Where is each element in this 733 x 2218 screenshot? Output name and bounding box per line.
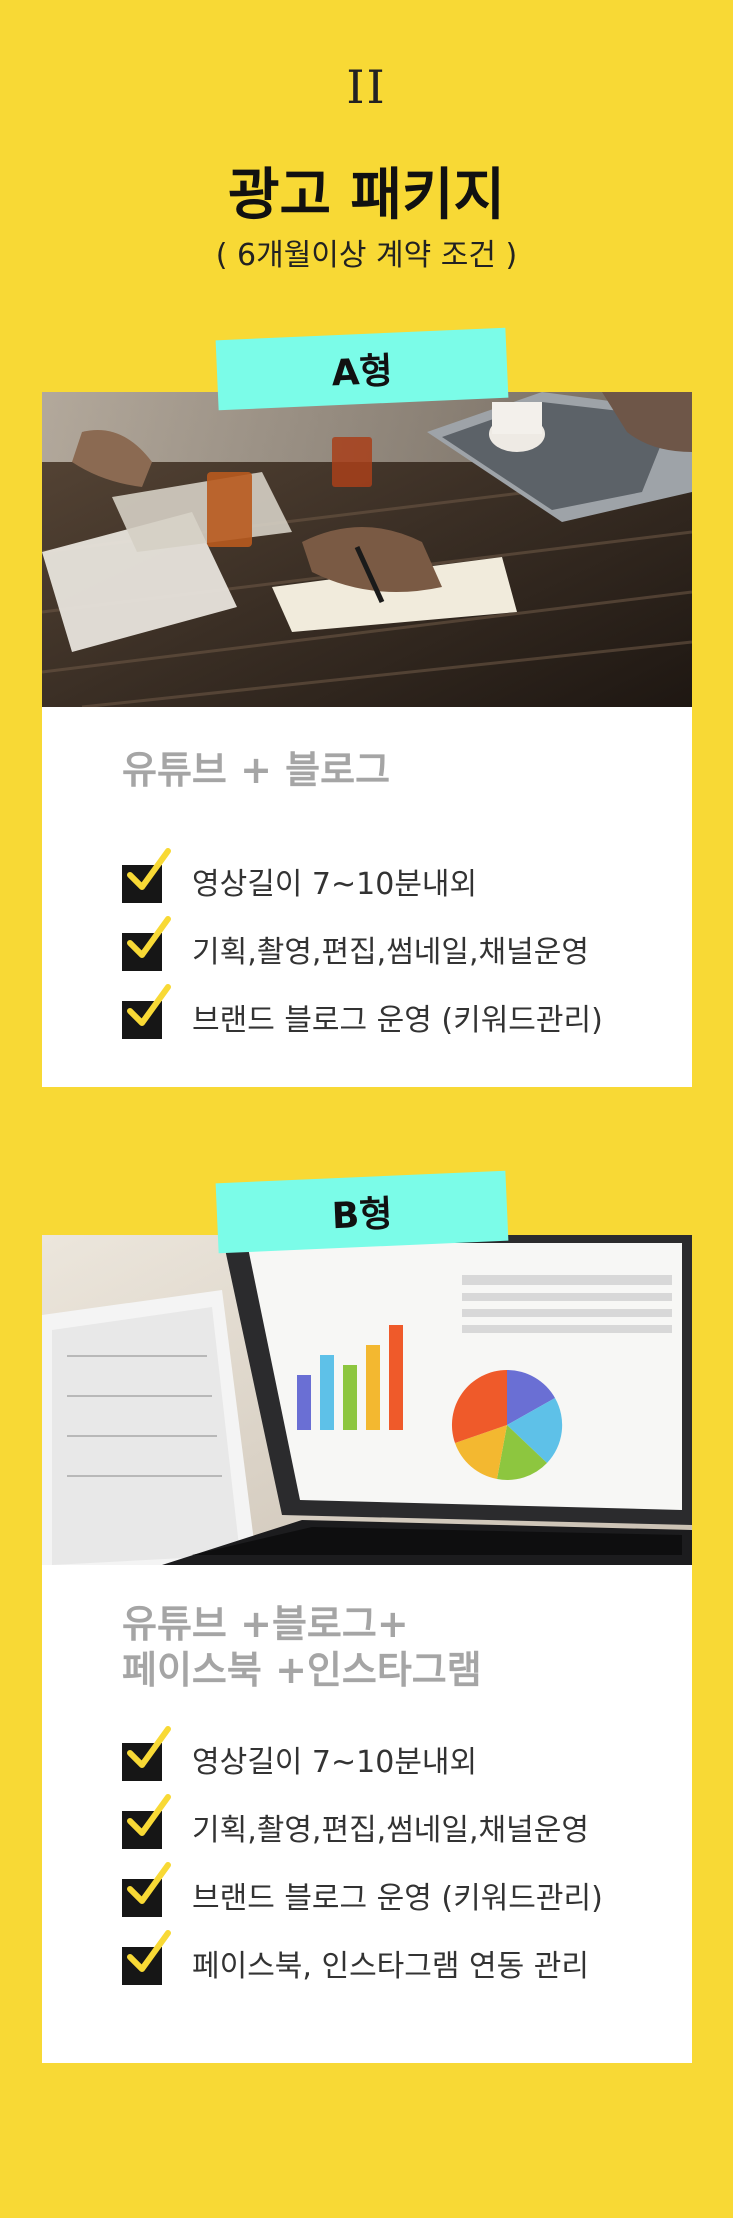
package-a-features: 영상길이 7~10분내외 기획,촬영,편집,썸네일,채널운영 브랜드 블로그 운… <box>122 847 603 1051</box>
package-b-title-line1: 유튜브 +블로그+ <box>122 1602 409 1646</box>
checkbox-check-icon <box>122 916 171 971</box>
package-b-title-line2: 페이스북 +인스타그램 <box>122 1648 482 1692</box>
package-a-tag: A형 <box>215 327 509 411</box>
section-number: II <box>346 60 387 114</box>
package-a-card: 유튜브 + 블로그 영상길이 7~10분내외 기획,촬영,편집,썸네일,채널운영 <box>42 707 692 1087</box>
package-a-title: 유튜브 + 블로그 <box>122 748 391 792</box>
feature-item: 기획,촬영,편집,썸네일,채널운영 <box>122 1793 603 1861</box>
package-b-title: 유튜브 +블로그+ 페이스북 +인스타그램 <box>122 1601 482 1693</box>
package-b-tag: B형 <box>215 1170 509 1254</box>
feature-text: 영상길이 7~10분내외 <box>192 1745 478 1780</box>
package-b-photo <box>42 1235 692 1565</box>
feature-text: 페이스북, 인스타그램 연동 관리 <box>192 1949 589 1984</box>
feature-item: 영상길이 7~10분내외 <box>122 1725 603 1793</box>
checkbox-check-icon <box>122 1726 171 1781</box>
package-b-card: 유튜브 +블로그+ 페이스북 +인스타그램 영상길이 7~10분내외 기획,촬영… <box>42 1565 692 2063</box>
feature-text: 영상길이 7~10분내외 <box>192 867 478 902</box>
page-subtitle: ( 6개월이상 계약 조건 ) <box>215 238 518 273</box>
feature-item: 브랜드 블로그 운영 (키워드관리) <box>122 1861 603 1929</box>
checkbox-check-icon <box>122 1930 171 1985</box>
feature-text: 브랜드 블로그 운영 (키워드관리) <box>192 1003 603 1038</box>
feature-item: 브랜드 블로그 운영 (키워드관리) <box>122 983 603 1051</box>
checkbox-check-icon <box>122 848 171 903</box>
package-b: B형 <box>42 1170 692 2063</box>
feature-text: 기획,촬영,편집,썸네일,채널운영 <box>192 935 589 970</box>
checkbox-check-icon <box>122 1794 171 1849</box>
feature-text: 기획,촬영,편집,썸네일,채널운영 <box>192 1813 589 1848</box>
feature-item: 영상길이 7~10분내외 <box>122 847 603 915</box>
feature-text: 브랜드 블로그 운영 (키워드관리) <box>192 1881 603 1916</box>
checkbox-check-icon <box>122 1862 171 1917</box>
package-a: A형 <box>42 327 692 1087</box>
feature-item: 페이스북, 인스타그램 연동 관리 <box>122 1929 603 1997</box>
feature-item: 기획,촬영,편집,썸네일,채널운영 <box>122 915 603 983</box>
page-title: 광고 패키지 <box>227 163 506 228</box>
package-b-features: 영상길이 7~10분내외 기획,촬영,편집,썸네일,채널운영 브랜드 블로그 운… <box>122 1725 603 1997</box>
checkbox-check-icon <box>122 984 171 1039</box>
package-a-photo <box>42 392 692 707</box>
